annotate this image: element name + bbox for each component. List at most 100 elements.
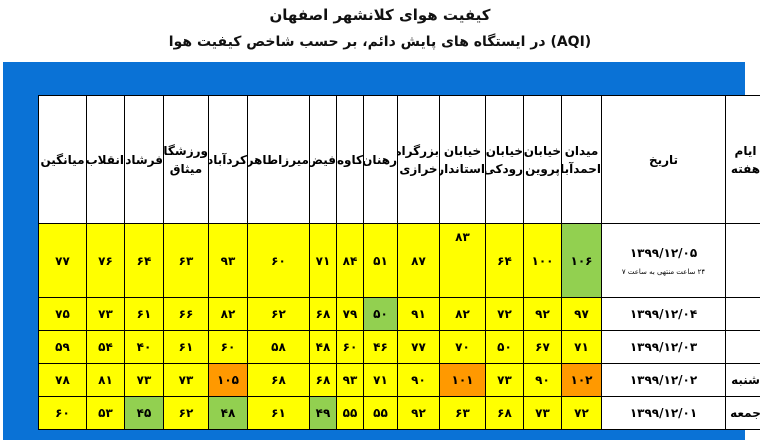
aqi-value-cell: ۸۷ (397, 223, 440, 298)
aqi-value-cell: ۹۷ (561, 297, 602, 331)
aqi-value-cell: ۸۲ (208, 297, 248, 331)
aqi-value-cell: ۱۰۰ (523, 223, 562, 298)
header-day: ایام هفته (725, 95, 760, 224)
aqi-value-cell: ۶۳ (163, 223, 209, 298)
aqi-value-cell: ۶۱ (124, 297, 164, 331)
header-station: میرزاطاهر (247, 95, 310, 224)
weekday-cell: جمعه (725, 396, 760, 430)
header-average: میانگین (38, 95, 87, 224)
aqi-value-cell: ۴۰ (124, 330, 164, 364)
header-station: رهنان (363, 95, 398, 224)
date-text: ۱۳۹۹/۱۲/۰۵ (629, 245, 698, 260)
aqi-value-cell: ۶۱ (247, 396, 310, 430)
table-body: ۱۳۹۹/۱۲/۰۵ ۲۴ ساعت منتهی به ساعت ۷ ۱۰۶ ۱۰۰ ۶… (38, 223, 760, 430)
aqi-value-cell: ۸۱ (86, 363, 125, 397)
aqi-value-cell: ۷۳ (523, 396, 562, 430)
aqi-value-cell: ۹۲ (397, 396, 440, 430)
aqi-value-cell: ۹۲ (523, 297, 562, 331)
aqi-value-cell: ۷۶ (86, 223, 125, 298)
table-row: ۱۳۹۹/۱۲/۰۳ ۷۱ ۶۷ ۵۰ ۷۰ ۷۷ ۴۶ ۶۰ ۴۸ ۵۸ ۶۰ ۶۱ ۴۰ ۵۴ ۵۹ (38, 330, 760, 364)
date-cell: ۱۳۹۹/۱۲/۰۱ (601, 396, 726, 430)
average-cell: ۶۰ (38, 396, 87, 430)
aqi-value-cell: ۶۸ (309, 297, 337, 331)
aqi-value-cell: ۶۸ (309, 363, 337, 397)
aqi-value-cell: ۱۰۶ (561, 223, 602, 298)
aqi-value-cell: ۵۱ (363, 223, 398, 298)
average-cell: ۵۹ (38, 330, 87, 364)
weekday-cell (725, 330, 760, 364)
date-text: ۱۳۹۹/۱۲/۰۴ (629, 307, 698, 321)
aqi-value-cell: ۴۶ (363, 330, 398, 364)
aqi-value-cell: ۷۲ (561, 396, 602, 430)
aqi-value-cell: ۶۴ (485, 223, 524, 298)
aqi-value-cell: ۷۳ (485, 363, 524, 397)
aqi-value-cell: ۴۸ (309, 330, 337, 364)
date-note: ۲۴ ساعت منتهی به ساعت ۷ (621, 267, 706, 276)
aqi-value-cell: ۵۳ (86, 396, 125, 430)
aqi-value-cell: ۵۵ (336, 396, 364, 430)
aqi-value-cell: ۷۷ (397, 330, 440, 364)
aqi-value-cell: ۷۱ (561, 330, 602, 364)
aqi-value-cell: ۹۰ (523, 363, 562, 397)
aqi-value-cell: ۵۰ (363, 297, 398, 331)
date-text: ۱۳۹۹/۱۲/۰۱ (629, 406, 698, 420)
aqi-value-cell: ۶۰ (336, 330, 364, 364)
aqi-value-cell: ۶۶ (163, 297, 209, 331)
aqi-value-cell: ۷۳ (124, 363, 164, 397)
aqi-value-cell: ۷۱ (309, 223, 337, 298)
aqi-value-cell: ۵۰ (485, 330, 524, 364)
date-cell: ۱۳۹۹/۱۲/۰۲ (601, 363, 726, 397)
date-cell: ۱۳۹۹/۱۲/۰۳ (601, 330, 726, 364)
aqi-value-cell: ۱۰۵ (208, 363, 248, 397)
aqi-value-cell: ۸۴ (336, 223, 364, 298)
aqi-value-cell: ۴۹ (309, 396, 337, 430)
header-station: کاوه (336, 95, 364, 224)
aqi-value-cell: ۵۴ (86, 330, 125, 364)
aqi-value-cell: ۷۳ (86, 297, 125, 331)
date-text: ۱۳۹۹/۱۲/۰۲ (629, 373, 698, 387)
aqi-value-cell: ۵۸ (247, 330, 310, 364)
aqi-value-cell: ۹۳ (336, 363, 364, 397)
aqi-value-cell: ۷۹ (336, 297, 364, 331)
aqi-value-cell: ۴۵ (124, 396, 164, 430)
weekday-cell: شنبه (725, 363, 760, 397)
aqi-value-cell: ۴۸ (208, 396, 248, 430)
aqi-value-cell: ۹۳ (208, 223, 248, 298)
aqi-value-cell: ۷۱ (363, 363, 398, 397)
header-station: انقلاب (86, 95, 125, 224)
aqi-value-cell: ۶۷ (523, 330, 562, 364)
aqi-value-cell: ۵۵ (363, 396, 398, 430)
aqi-value-cell: ۶۸ (485, 396, 524, 430)
aqi-value-cell: ۱۰۲ (561, 363, 602, 397)
aqi-value-cell: ۹۱ (397, 297, 440, 331)
average-cell: ۷۸ (38, 363, 87, 397)
aqi-value-cell: ۶۴ (124, 223, 164, 298)
aqi-value-cell: ۷۲ (485, 297, 524, 331)
date-cell: ۱۳۹۹/۱۲/۰۴ (601, 297, 726, 331)
page-subtitle: در ایستگاه های پایش دائم، بر حسب شاخص کی… (168, 34, 592, 50)
header-station: فیض (309, 95, 337, 224)
header-station: بزرگراه خرازی (397, 95, 440, 224)
table-row: جمعه ۱۳۹۹/۱۲/۰۱ ۷۲ ۷۳ ۶۸ ۶۳ ۹۲ ۵۵ ۵۵ ۴۹ ۶۱ ۴۸ ۶۲ ۴۵ ۵۳… (38, 396, 760, 430)
header-station: ورزشگاه میثاق (163, 95, 209, 224)
table-row: شنبه ۱۳۹۹/۱۲/۰۲ ۱۰۲ ۹۰ ۷۳ ۱۰۱ ۹۰ ۷۱ ۹۳ ۶۸ ۶۸ ۱۰۵ ۷۳ ۷… (38, 363, 760, 397)
weekday-cell (725, 223, 760, 298)
aqi-value-cell: ۷۰ (439, 330, 486, 364)
header-row: ایام هفته تاریخ میدان احمدآباد خیابان پر… (38, 95, 760, 224)
header-station: فرشادی (124, 95, 164, 224)
page-title: کیفیت هوای کلانشهر اصفهان (269, 6, 491, 24)
aqi-value-cell: ۶۲ (247, 297, 310, 331)
aqi-value-cell: ۱۰۱ (439, 363, 486, 397)
date-cell: ۱۳۹۹/۱۲/۰۵ ۲۴ ساعت منتهی به ساعت ۷ (601, 223, 726, 298)
aqi-value-cell: ۶۱ (163, 330, 209, 364)
aqi-table: ایام هفته تاریخ میدان احمدآباد خیابان پر… (38, 95, 760, 430)
header-station: خیابان رودکی (485, 95, 524, 224)
aqi-value-cell: ۷۳ (163, 363, 209, 397)
header-station: خیابان پروین (523, 95, 562, 224)
header-date: تاریخ (601, 95, 726, 224)
aqi-value-cell: ۸۲ (439, 297, 486, 331)
table-row: ۱۳۹۹/۱۲/۰۵ ۲۴ ساعت منتهی به ساعت ۷ ۱۰۶ ۱۰۰ ۶… (38, 223, 760, 298)
header-station: خیابان استانداری (439, 95, 486, 224)
aqi-value-cell: ۶۸ (247, 363, 310, 397)
aqi-value-cell: ۸۳ (439, 223, 486, 298)
